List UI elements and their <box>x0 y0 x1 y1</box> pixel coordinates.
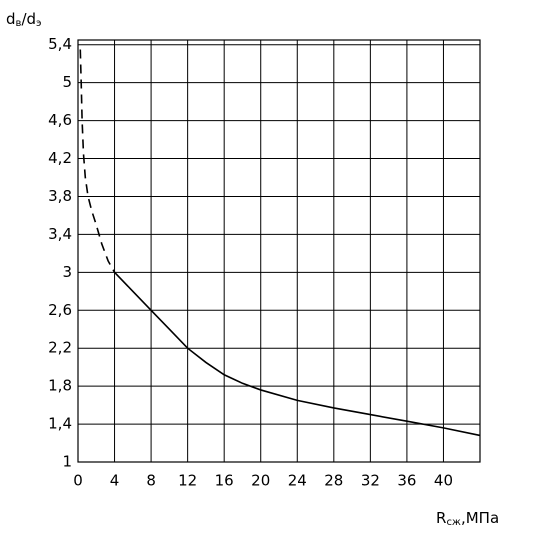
x-axis-label-part: R <box>436 509 446 527</box>
y-axis-label: dв/dэ <box>6 10 42 30</box>
y-tick-label: 3,4 <box>48 225 72 243</box>
y-axis-label-part: в <box>16 18 22 29</box>
x-axis-label: Rсж,МПа <box>436 509 499 529</box>
x-tick-label: 20 <box>251 472 270 490</box>
y-axis-label-part: /d <box>21 10 36 28</box>
y-tick-label: 1 <box>62 453 72 471</box>
curve <box>79 49 116 273</box>
y-tick-label: 2,6 <box>48 301 72 319</box>
y-tick-label: 3,8 <box>48 187 72 205</box>
y-tick-label: 1,4 <box>48 415 72 433</box>
x-axis-label-part: ,МПа <box>461 509 499 527</box>
x-tick-label: 28 <box>324 472 343 490</box>
x-tick-label: 32 <box>361 472 380 490</box>
y-tick-label: 2,2 <box>48 339 72 357</box>
x-tick-label: 16 <box>215 472 234 490</box>
y-tick-label: 1,8 <box>48 377 72 395</box>
x-tick-label: 8 <box>146 472 156 490</box>
y-axis-label-part: d <box>6 10 16 28</box>
x-tick-label: 40 <box>434 472 453 490</box>
x-tick-label: 0 <box>73 472 83 490</box>
plot-frame <box>77 39 481 463</box>
y-tick-label: 4,6 <box>48 111 72 129</box>
y-tick-label: 3 <box>62 263 72 281</box>
y-axis-label-part: э <box>36 18 42 29</box>
curve <box>113 271 481 437</box>
x-tick-label: 24 <box>288 472 307 490</box>
x-axis-label-part: сж <box>446 517 461 528</box>
x-tick-label: 4 <box>110 472 120 490</box>
y-tick-label: 5,4 <box>48 35 72 53</box>
x-tick-label: 12 <box>178 472 197 490</box>
y-tick-label: 5 <box>62 73 72 91</box>
x-tick-label: 36 <box>397 472 416 490</box>
y-tick-label: 4,2 <box>48 149 72 167</box>
